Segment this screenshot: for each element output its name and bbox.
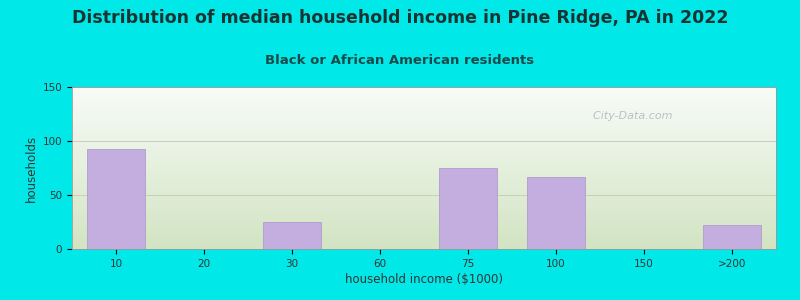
Bar: [87, 148, 145, 249]
Bar: [527, 177, 585, 249]
Text: City-Data.com: City-Data.com: [586, 111, 673, 121]
Bar: [263, 222, 321, 249]
Y-axis label: households: households: [26, 134, 38, 202]
X-axis label: household income ($1000): household income ($1000): [345, 273, 503, 286]
Text: Distribution of median household income in Pine Ridge, PA in 2022: Distribution of median household income …: [72, 9, 728, 27]
Text: Black or African American residents: Black or African American residents: [266, 54, 534, 67]
Bar: [439, 168, 497, 249]
Bar: [703, 225, 761, 249]
